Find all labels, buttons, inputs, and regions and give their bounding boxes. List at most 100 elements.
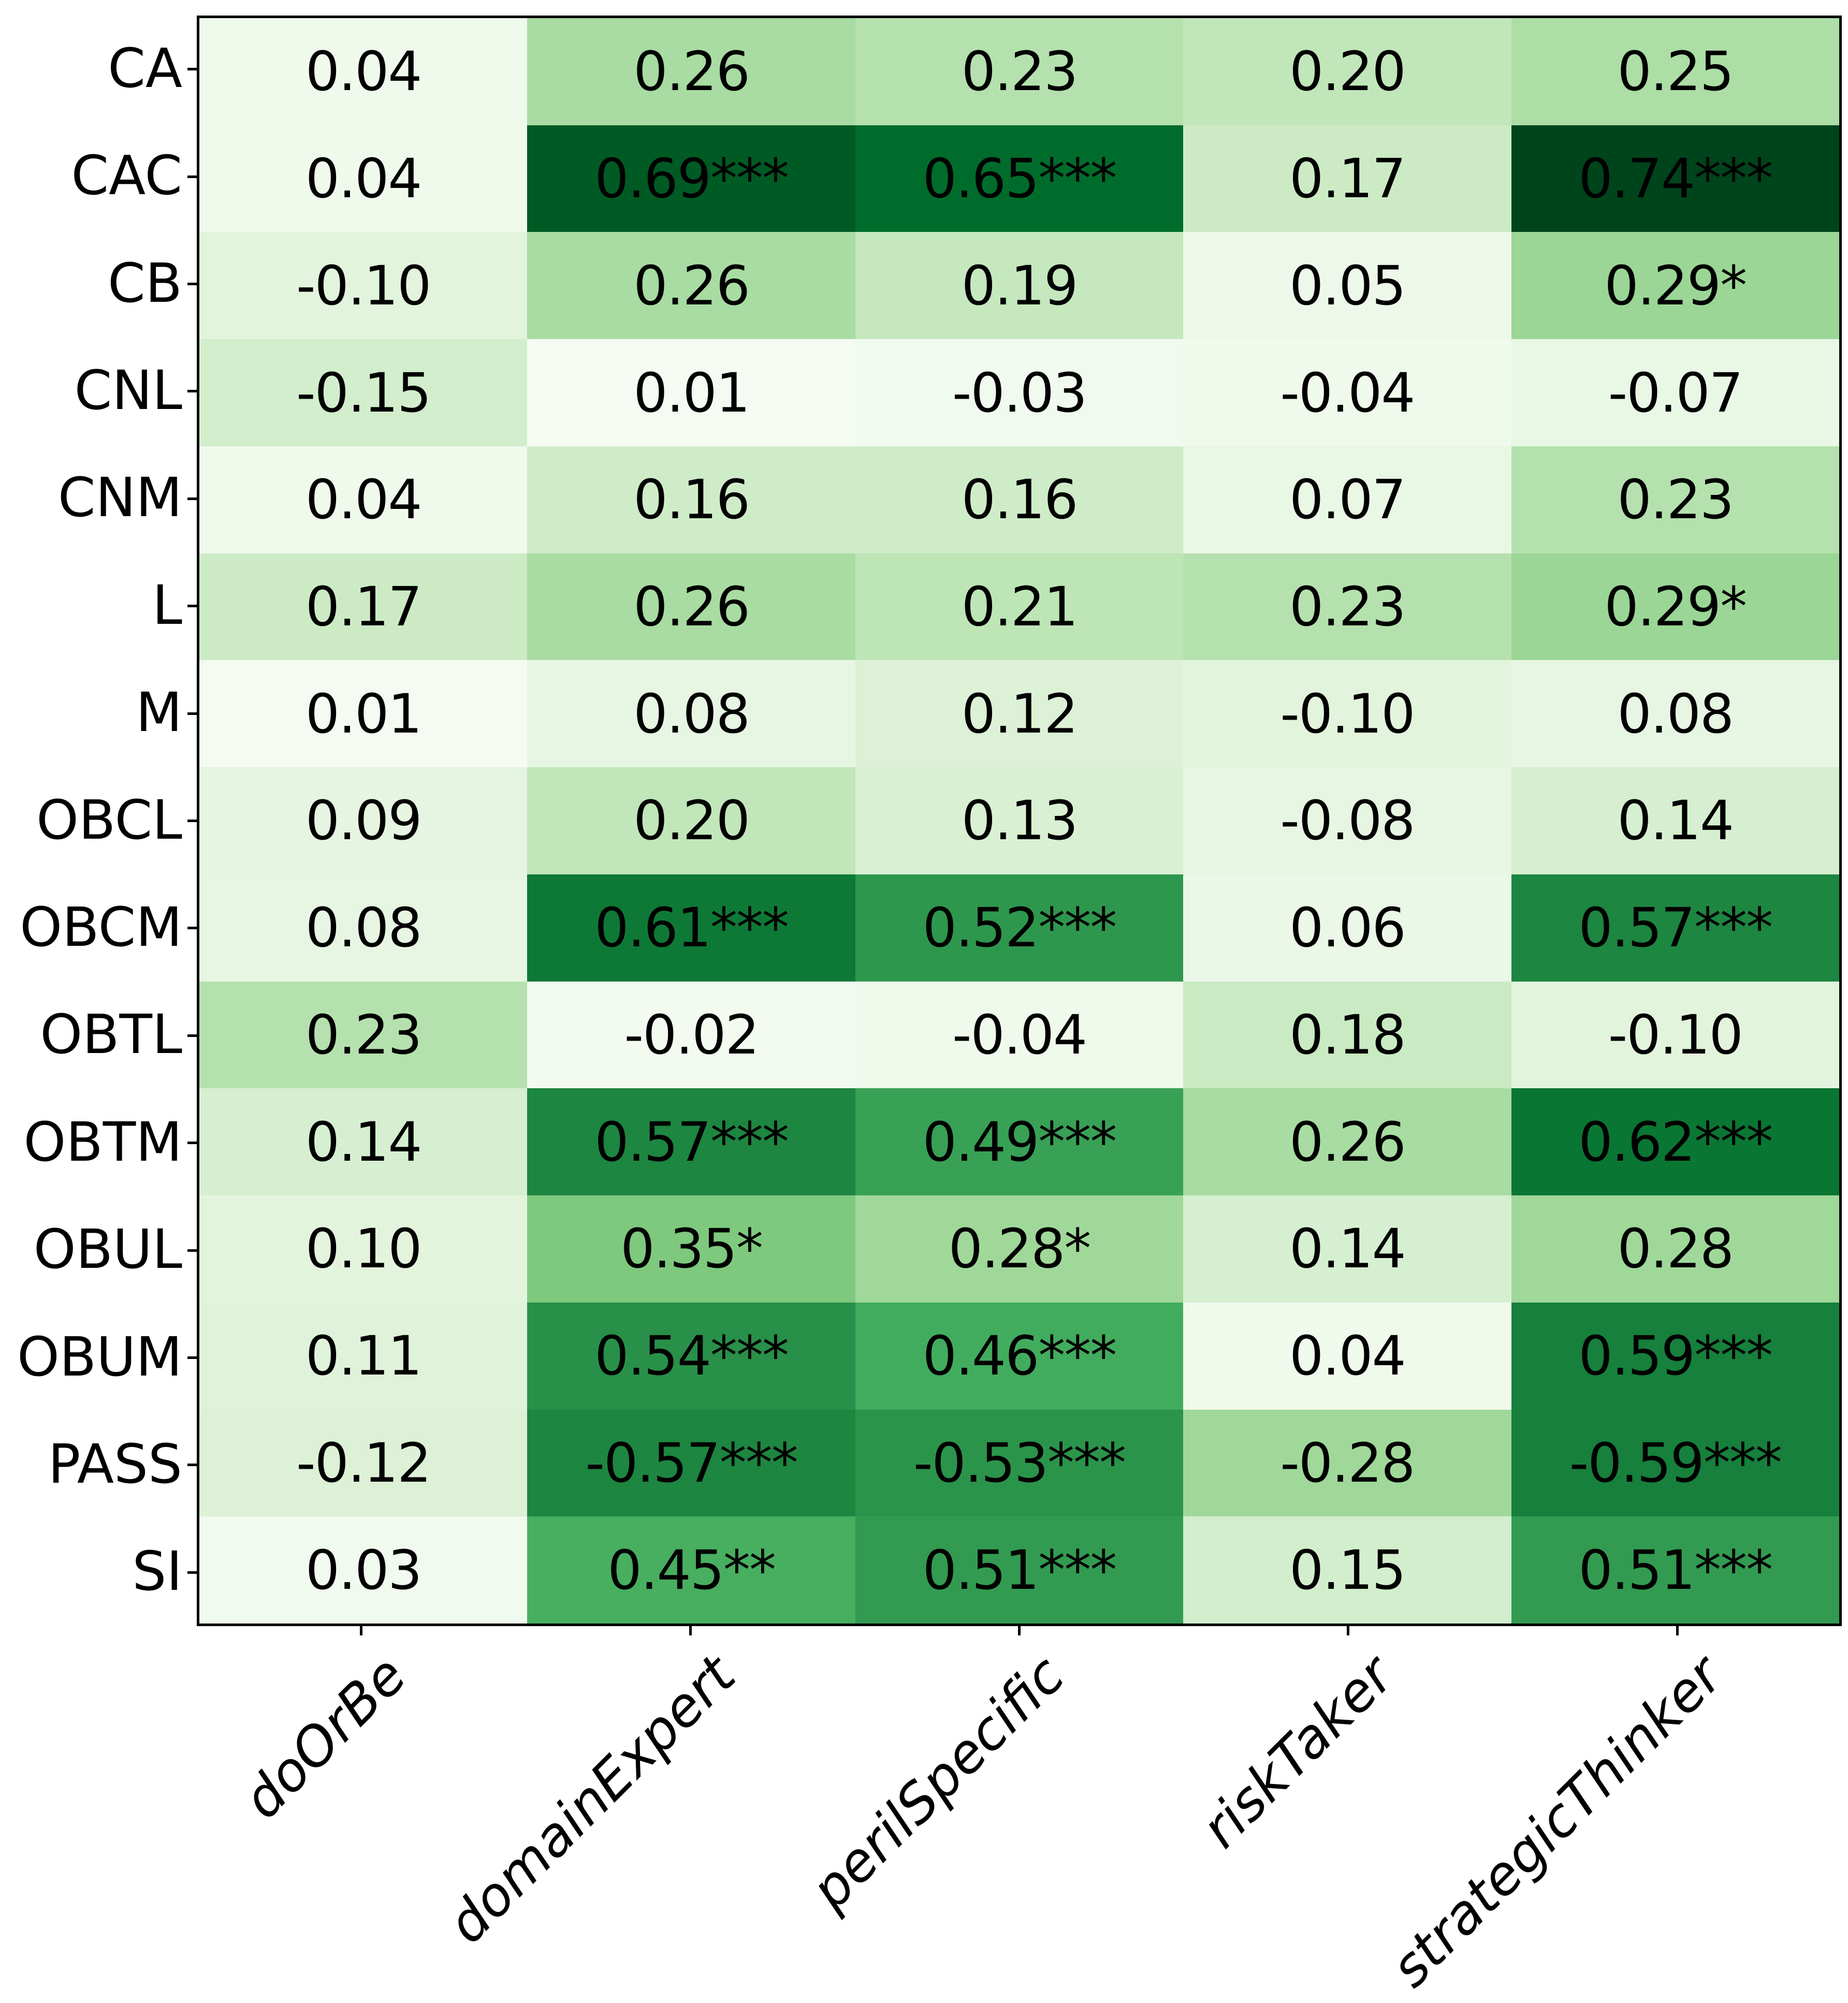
heatmap-cell-L-domainExpert: 0.26 [527,553,855,661]
heatmap-cell-OBUL-riskTaker: 0.14 [1183,1195,1511,1303]
x-tick-mark [1347,1626,1350,1635]
y-tick-mark [187,712,197,715]
column-label-strategicThinker: strategicThinker [1378,1643,1735,1999]
heatmap-cell-CA-strategicThinker: 0.25 [1511,18,1839,125]
cell-value-label: 0.62*** [1578,1110,1773,1174]
heatmap-cell-OBTM-perilSpecific: 0.49*** [855,1088,1184,1196]
cell-value-label: -0.53*** [913,1431,1126,1495]
heatmap-cell-L-doOrBe: 0.17 [199,553,528,661]
heatmap-cell-L-riskTaker: 0.23 [1183,553,1511,661]
cell-value-label: -0.08 [1280,789,1415,853]
heatmap-cell-OBUL-perilSpecific: 0.28* [855,1195,1184,1303]
cell-value-label: 0.07 [1289,468,1406,532]
heatmap-cell-OBUM-domainExpert: 0.54*** [527,1302,855,1410]
cell-value-label: 0.23 [961,40,1079,104]
cell-value-label: -0.04 [1280,361,1415,425]
y-tick-mark [187,1356,197,1359]
heatmap-cell-L-strategicThinker: 0.29* [1511,553,1839,661]
heatmap-cell-CA-doOrBe: 0.04 [199,18,528,125]
heatmap-cell-CA-perilSpecific: 0.23 [855,18,1184,125]
heatmap-cell-OBUM-perilSpecific: 0.46*** [855,1302,1184,1410]
heatmap-cell-CAC-domainExpert: 0.69*** [527,125,855,232]
heatmap-cell-OBUM-riskTaker: 0.04 [1183,1302,1511,1410]
cell-value-label: 0.57*** [594,1110,789,1174]
y-tick-mark [187,175,197,178]
cell-value-label: 0.25 [1617,40,1735,104]
x-tick-mark [689,1626,692,1635]
heatmap-cell-CB-doOrBe: -0.10 [199,232,528,340]
cell-value-label: 0.16 [961,468,1079,532]
cell-value-label: 0.17 [305,575,423,639]
heatmap-cell-OBUM-doOrBe: 0.11 [199,1302,528,1410]
y-tick-mark [187,390,197,393]
heatmap-cell-M-domainExpert: 0.08 [527,660,855,768]
heatmap-cell-OBCL-riskTaker: -0.08 [1183,767,1511,874]
cell-value-label: 0.20 [633,789,750,853]
heatmap-cell-OBCM-perilSpecific: 0.52*** [855,874,1184,982]
heatmap-cell-OBUL-strategicThinker: 0.28 [1511,1195,1839,1303]
cell-value-label: -0.28 [1280,1431,1415,1495]
cell-value-label: -0.02 [624,1003,760,1066]
cell-value-label: 0.14 [305,1110,423,1174]
heatmap-cell-CNL-domainExpert: 0.01 [527,339,855,446]
y-tick-mark [187,283,197,285]
heatmap-cell-CNL-strategicThinker: -0.07 [1511,339,1839,446]
row-label-CB: CB [108,251,182,315]
row-label-OBTL: OBTL [40,1003,182,1066]
heatmap-cell-OBTM-domainExpert: 0.57*** [527,1088,855,1196]
column-label-perilSpecific: perilSpecific [798,1643,1076,1922]
heatmap-cell-CA-domainExpert: 0.26 [527,18,855,125]
cell-value-label: 0.04 [305,468,423,532]
cell-value-label: -0.10 [296,254,431,317]
y-tick-mark [187,497,197,500]
heatmap-cell-OBCL-perilSpecific: 0.13 [855,767,1184,874]
heatmap-cell-CAC-strategicThinker: 0.74*** [1511,125,1839,232]
cell-value-label: 0.51*** [1578,1538,1773,1602]
cell-value-label: -0.10 [1280,682,1415,745]
row-label-OBCM: OBCM [20,895,182,959]
cell-value-label: -0.10 [1608,1003,1743,1066]
heatmap-cell-SI-domainExpert: 0.45** [527,1516,855,1624]
cell-value-label: 0.01 [633,361,750,425]
cell-value-label: 0.12 [961,682,1079,745]
heatmap-plot-area: 0.04 0.26 0.23 0.20 0.25 0.04 0.69*** 0.65*** 0.… [197,16,1842,1626]
heatmap-cell-CAC-perilSpecific: 0.65*** [855,125,1184,232]
cell-value-label: 0.09 [305,789,423,853]
row-label-M: M [136,681,182,744]
cell-value-label: -0.12 [296,1431,431,1495]
heatmap-cell-OBCM-doOrBe: 0.08 [199,874,528,982]
heatmap-cell-OBCM-riskTaker: 0.06 [1183,874,1511,982]
heatmap-cell-CNM-domainExpert: 0.16 [527,446,855,553]
heatmap-cell-OBUL-doOrBe: 0.10 [199,1195,528,1303]
cell-value-label: 0.28 [1617,1217,1735,1281]
y-tick-mark [187,1249,197,1252]
y-tick-mark [187,820,197,822]
heatmap-cell-SI-doOrBe: 0.03 [199,1516,528,1624]
cell-value-label: 0.15 [1289,1538,1406,1602]
cell-value-label: 0.21 [961,575,1079,639]
heatmap-cell-OBTL-perilSpecific: -0.04 [855,981,1184,1089]
y-tick-mark [187,927,197,930]
heatmap-cell-M-doOrBe: 0.01 [199,660,528,768]
heatmap-cell-CNM-riskTaker: 0.07 [1183,446,1511,553]
cell-value-label: -0.07 [1608,361,1743,425]
heatmap-cell-OBTM-strategicThinker: 0.62*** [1511,1088,1839,1196]
heatmap-cell-OBTL-doOrBe: 0.23 [199,981,528,1089]
cell-value-label: 0.65*** [922,147,1117,211]
cell-value-label: 0.20 [1289,40,1406,104]
cell-value-label: -0.03 [952,361,1087,425]
cell-value-label: 0.10 [305,1217,423,1281]
cell-value-label: -0.57*** [585,1431,798,1495]
heatmap-cell-OBTM-doOrBe: 0.14 [199,1088,528,1196]
cell-value-label: 0.49*** [922,1110,1117,1174]
heatmap-cell-SI-perilSpecific: 0.51*** [855,1516,1184,1624]
heatmap-cell-M-perilSpecific: 0.12 [855,660,1184,768]
cell-value-label: 0.69*** [594,147,789,211]
cell-value-label: 0.59*** [1578,1324,1773,1388]
heatmap-cell-CAC-riskTaker: 0.17 [1183,125,1511,232]
heatmap-cell-OBCL-doOrBe: 0.09 [199,767,528,874]
heatmap-cell-OBCL-domainExpert: 0.20 [527,767,855,874]
heatmap-cell-OBCM-domainExpert: 0.61*** [527,874,855,982]
heatmap-cell-OBTL-domainExpert: -0.02 [527,981,855,1089]
